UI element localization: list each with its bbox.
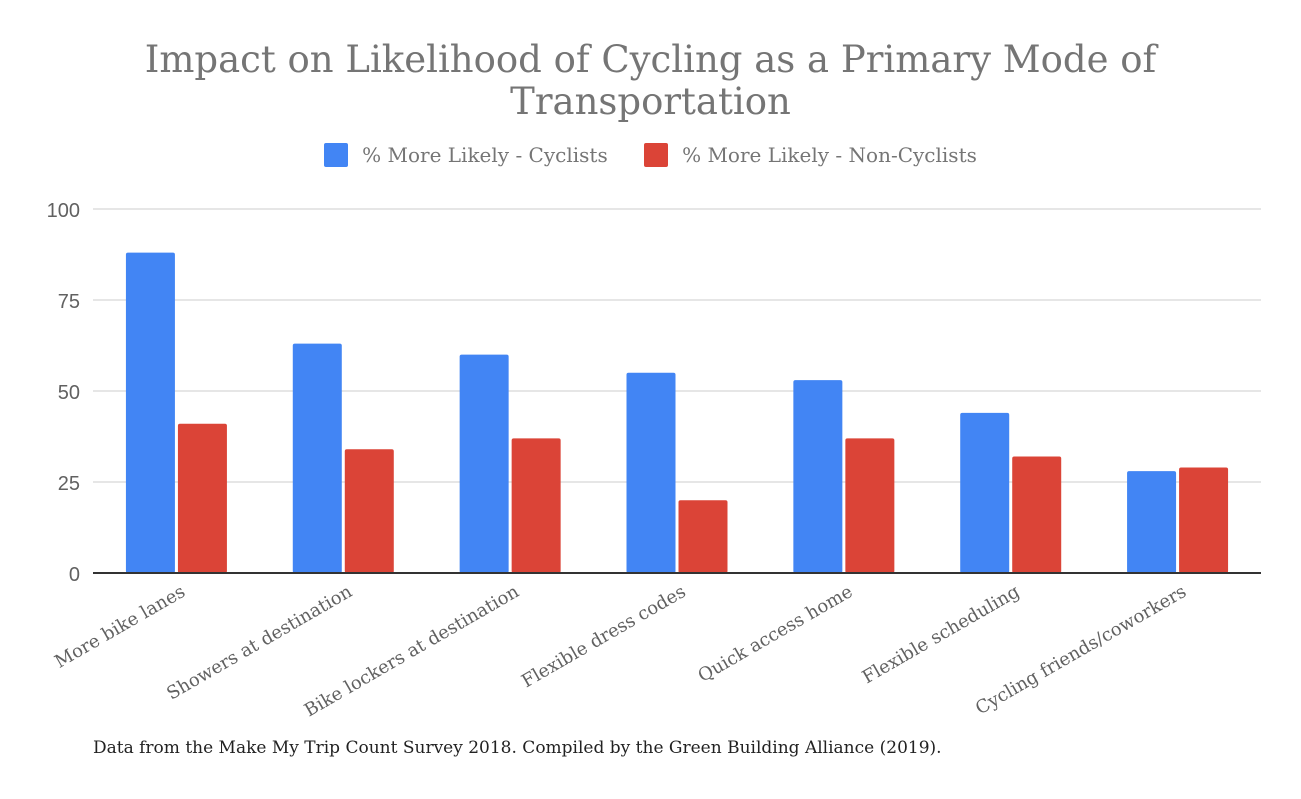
y-tick-label: 50 xyxy=(58,382,80,404)
bar-non-cyclists xyxy=(511,438,561,573)
chart-title-line-2: Transportation xyxy=(510,80,791,123)
bar-non-cyclists xyxy=(1012,456,1062,573)
bar-cyclists xyxy=(626,372,676,573)
y-tick-label: 100 xyxy=(47,200,80,222)
y-tick-label: 0 xyxy=(69,564,80,586)
x-tick-label: Flexible dress codes xyxy=(518,581,689,692)
legend-item-cyclists: % More Likely - Cyclists xyxy=(324,143,608,167)
x-tick-label: Quick access home xyxy=(695,581,857,687)
bar-cyclists xyxy=(125,252,175,573)
bar-non-cyclists xyxy=(678,500,728,573)
x-tick-label: More bike lanes xyxy=(51,581,189,673)
bar-cyclists xyxy=(1127,471,1177,573)
legend-swatch-cyclists xyxy=(324,143,349,167)
bar-non-cyclists xyxy=(1179,467,1229,573)
bar-cyclists xyxy=(459,354,509,573)
x-tick-label: Flexible scheduling xyxy=(859,581,1023,688)
chart-title-line-1: Impact on Likelihood of Cycling as a Pri… xyxy=(144,38,1157,81)
legend-item-non-cyclists: % More Likely - Non-Cyclists xyxy=(644,143,977,167)
bar-cyclists xyxy=(960,412,1010,573)
bar-non-cyclists xyxy=(344,449,394,573)
legend-label-non-cyclists: % More Likely - Non-Cyclists xyxy=(682,143,977,167)
y-axis-ticks: 0 25 50 75 100 xyxy=(47,200,80,586)
gridlines xyxy=(93,208,1261,483)
y-tick-label: 75 xyxy=(58,291,80,313)
chart-legend: % More Likely - Cyclists % More Likely -… xyxy=(0,143,1301,172)
source-caption: Data from the Make My Trip Count Survey … xyxy=(93,738,942,758)
bar-non-cyclists xyxy=(177,423,227,573)
y-tick-label: 25 xyxy=(58,473,80,495)
legend-swatch-non-cyclists xyxy=(644,143,669,167)
x-tick-label: Showers at destination xyxy=(163,581,356,704)
bars xyxy=(125,252,1229,573)
bar-cyclists xyxy=(292,343,342,573)
bar-non-cyclists xyxy=(845,438,895,573)
legend-label-cyclists: % More Likely - Cyclists xyxy=(362,143,608,167)
bar-cyclists xyxy=(793,380,843,573)
